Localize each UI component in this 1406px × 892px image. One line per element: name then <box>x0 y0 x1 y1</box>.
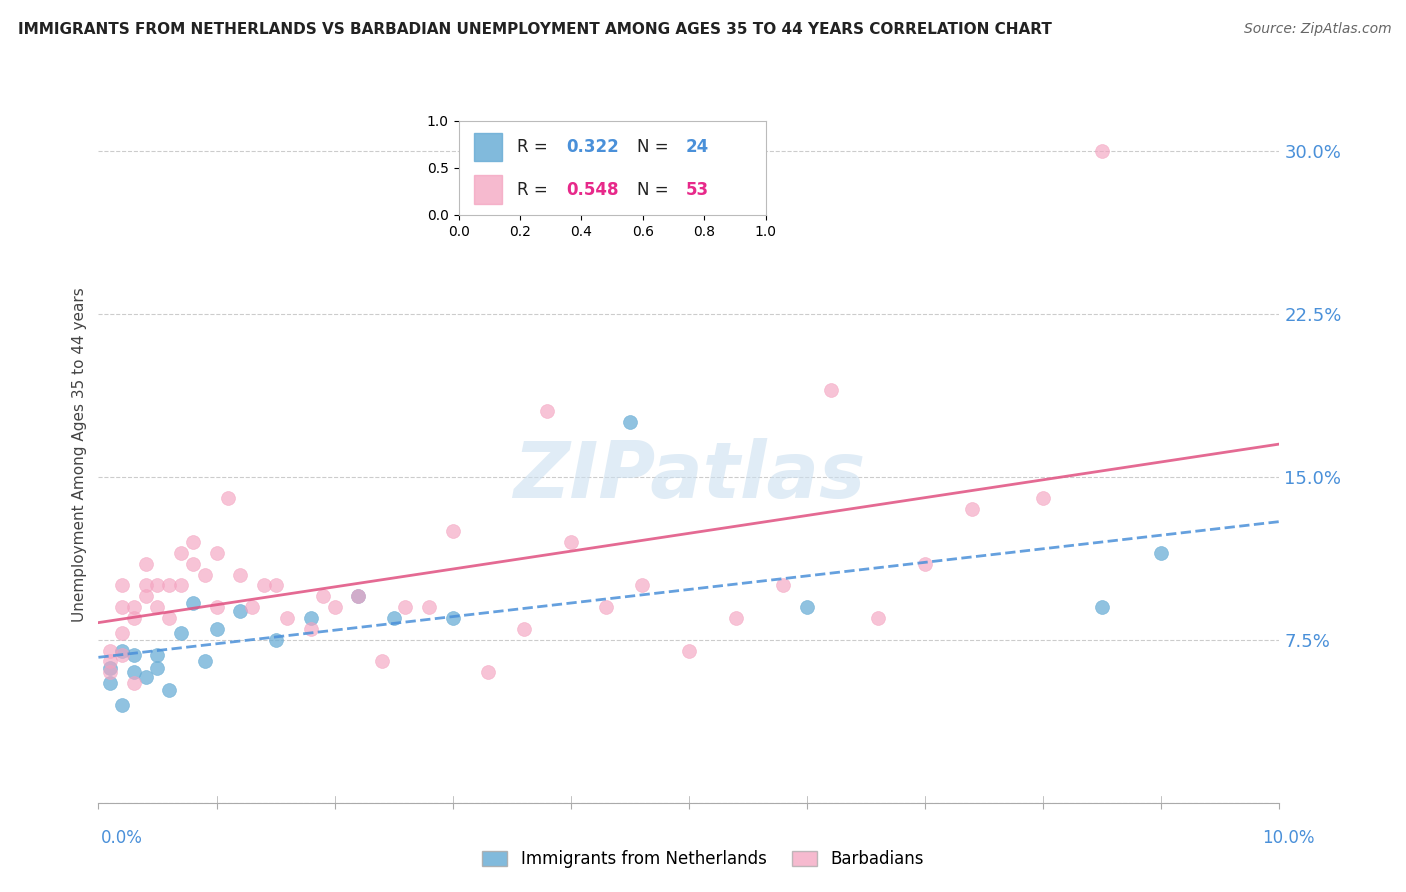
Point <box>678 643 700 657</box>
Text: 0.0%: 0.0% <box>101 829 143 847</box>
Point <box>866 611 889 625</box>
Point <box>135 578 157 592</box>
Point <box>347 589 370 603</box>
Point <box>122 648 145 662</box>
Point <box>98 661 121 675</box>
Point <box>205 622 228 636</box>
Point <box>135 670 157 684</box>
Point <box>122 611 145 625</box>
Point <box>157 611 180 625</box>
Point <box>229 567 252 582</box>
Point <box>477 665 499 680</box>
Point <box>181 596 204 610</box>
Point <box>170 578 193 592</box>
Point <box>725 611 748 625</box>
Point <box>98 665 121 680</box>
Text: 10.0%: 10.0% <box>1263 829 1315 847</box>
Point <box>371 655 394 669</box>
Point <box>146 648 169 662</box>
Point <box>111 600 134 615</box>
Legend: Immigrants from Netherlands, Barbadians: Immigrants from Netherlands, Barbadians <box>475 844 931 875</box>
Point <box>194 567 217 582</box>
Y-axis label: Unemployment Among Ages 35 to 44 years: Unemployment Among Ages 35 to 44 years <box>72 287 87 623</box>
Point <box>205 546 228 560</box>
Point <box>157 578 180 592</box>
Point <box>146 600 169 615</box>
Point <box>512 622 534 636</box>
Point <box>146 661 169 675</box>
Point <box>914 557 936 571</box>
Point <box>276 611 298 625</box>
Point <box>170 546 193 560</box>
Point <box>181 557 204 571</box>
Point <box>217 491 239 506</box>
Point <box>796 600 818 615</box>
Point <box>122 676 145 690</box>
Point <box>536 404 558 418</box>
Point <box>441 524 464 538</box>
Point <box>347 589 370 603</box>
Point <box>240 600 263 615</box>
Point <box>122 600 145 615</box>
Point <box>264 632 287 647</box>
Point <box>135 557 157 571</box>
Point <box>299 622 322 636</box>
Point <box>98 655 121 669</box>
Point <box>418 600 440 615</box>
Point <box>111 643 134 657</box>
Point <box>560 535 582 549</box>
Text: IMMIGRANTS FROM NETHERLANDS VS BARBADIAN UNEMPLOYMENT AMONG AGES 35 TO 44 YEARS : IMMIGRANTS FROM NETHERLANDS VS BARBADIAN… <box>18 22 1052 37</box>
Point <box>146 578 169 592</box>
Point <box>1032 491 1054 506</box>
Text: Source: ZipAtlas.com: Source: ZipAtlas.com <box>1244 22 1392 37</box>
Point <box>1150 546 1173 560</box>
Point <box>135 589 157 603</box>
Point <box>181 535 204 549</box>
Point <box>962 502 984 516</box>
Point <box>595 600 617 615</box>
Point <box>98 676 121 690</box>
Point <box>264 578 287 592</box>
Point <box>1091 144 1114 158</box>
Point <box>323 600 346 615</box>
Point <box>1091 600 1114 615</box>
Point <box>205 600 228 615</box>
Point <box>111 626 134 640</box>
Point <box>229 605 252 619</box>
Point <box>772 578 794 592</box>
Point <box>111 648 134 662</box>
Point <box>312 589 335 603</box>
Point <box>441 611 464 625</box>
Point <box>253 578 276 592</box>
Point <box>111 578 134 592</box>
Point <box>820 383 842 397</box>
Point <box>630 578 652 592</box>
Point <box>299 611 322 625</box>
Point <box>170 626 193 640</box>
Point <box>194 655 217 669</box>
Point <box>157 682 180 697</box>
Point <box>382 611 405 625</box>
Point <box>122 665 145 680</box>
Point <box>394 600 416 615</box>
Point <box>619 415 641 429</box>
Point <box>111 698 134 712</box>
Text: ZIPatlas: ZIPatlas <box>513 438 865 514</box>
Point <box>98 643 121 657</box>
